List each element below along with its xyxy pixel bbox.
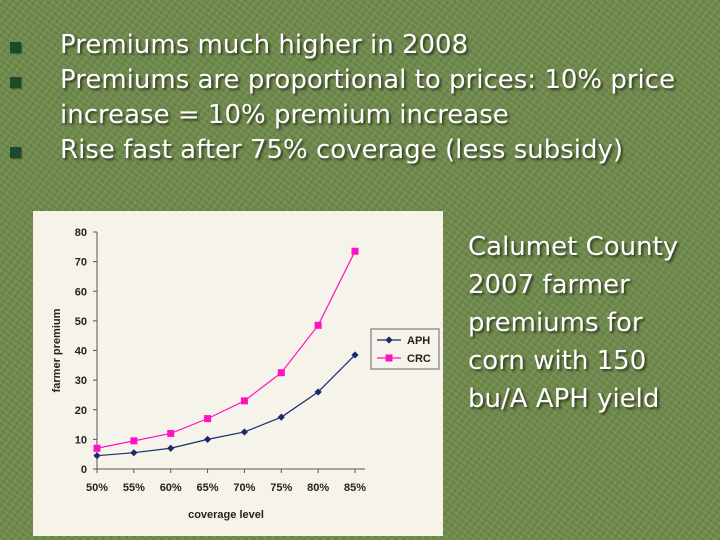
bullet-item: Premiums much higher in 2008 [8, 28, 708, 63]
y-axis-title: farmer premium [51, 308, 63, 392]
bullet-item: Rise fast after 75% coverage (less subsi… [8, 133, 708, 168]
x-tick-label: 60% [160, 482, 182, 494]
square-bullet-icon [10, 77, 21, 88]
x-tick-label: 85% [344, 482, 366, 494]
bullet-text: Rise fast after 75% coverage (less subsi… [60, 135, 624, 165]
data-point-aph [277, 413, 285, 421]
caption-line: corn with 150 [468, 346, 647, 376]
legend-label: CRC [407, 353, 431, 365]
data-point-crc [314, 321, 322, 329]
chart-panel: 0 10 20 30 40 50 60 70 80 50% 55% 60% 65% 70% 75% 80% 85… [33, 211, 443, 536]
data-point-aph [130, 449, 138, 457]
legend-marker [385, 336, 393, 344]
x-axis-title: coverage level [188, 509, 264, 521]
data-point-aph [314, 388, 322, 396]
data-point-crc [240, 397, 248, 405]
caption-line: premiums for [468, 308, 643, 338]
caption-line: bu/A APH yield [468, 384, 660, 414]
x-tick-label: 50% [86, 482, 108, 494]
y-tick-label: 70 [75, 257, 87, 269]
square-bullet-icon [10, 42, 21, 53]
x-tick-label: 65% [197, 482, 219, 494]
data-point-crc [130, 437, 138, 445]
bullet-text: Premiums much higher in 2008 [60, 30, 469, 60]
data-point-aph [167, 444, 175, 452]
data-point-aph [93, 452, 101, 460]
data-point-crc [204, 415, 212, 423]
y-tick-label: 20 [75, 405, 87, 417]
y-tick-label: 80 [75, 227, 87, 239]
y-tick-label: 40 [75, 346, 87, 358]
data-point-crc [351, 247, 359, 255]
y-tick-label: 50 [75, 316, 87, 328]
legend-marker [385, 354, 393, 362]
y-tick-label: 60 [75, 286, 87, 298]
x-tick-label: 75% [270, 482, 292, 494]
chart-caption: Calumet County 2007 farmer premiums for … [468, 228, 708, 418]
caption-line: Calumet County [468, 232, 679, 262]
bullet-item: Premiums are proportional to prices: 10%… [8, 63, 708, 133]
series-line-aph [96, 354, 356, 457]
x-tick-label: 70% [233, 482, 255, 494]
x-tick-label: 80% [307, 482, 329, 494]
legend-box [370, 328, 440, 370]
y-tick-label: 30 [75, 375, 87, 387]
data-point-crc [167, 429, 175, 437]
premium-chart: 0 10 20 30 40 50 60 70 80 50% 55% 60% 65% 70% 75% 80% 85… [51, 227, 440, 521]
data-point-aph [240, 428, 249, 436]
series-line-crc [96, 250, 356, 449]
y-tick-label: 10 [75, 434, 87, 446]
x-tick-label: 55% [123, 482, 145, 494]
data-point-crc [93, 444, 101, 452]
caption-line: 2007 farmer [468, 270, 630, 300]
bullet-text: Premiums are proportional to prices: 10%… [60, 65, 676, 130]
square-bullet-icon [10, 147, 21, 158]
y-tick-label: 0 [81, 464, 87, 476]
legend-label: APH [407, 335, 430, 347]
data-point-aph [203, 435, 212, 443]
bullet-list: Premiums much higher in 2008 Premiums ar… [8, 28, 708, 168]
data-point-crc [277, 369, 285, 377]
